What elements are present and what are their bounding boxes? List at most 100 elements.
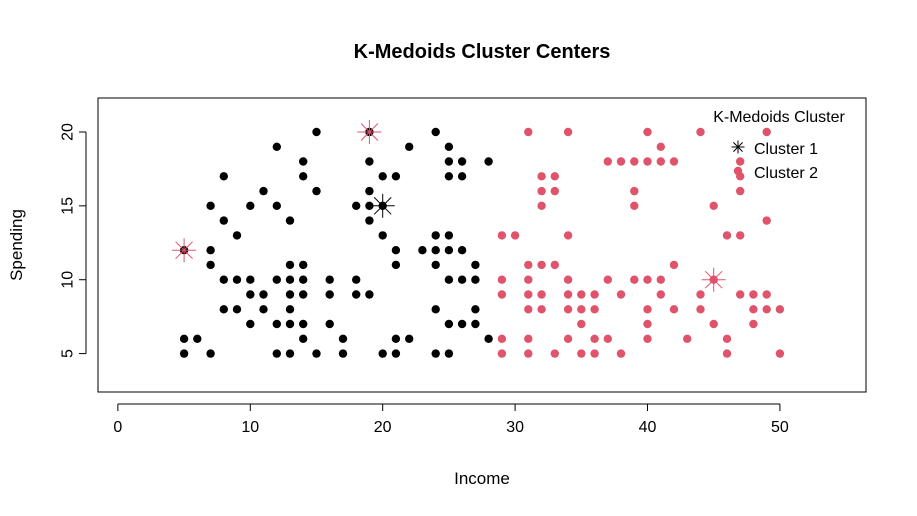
point-cluster-2 xyxy=(749,290,758,299)
point-cluster-2 xyxy=(616,290,626,299)
point-cluster-1 xyxy=(285,216,295,225)
point-cluster-1 xyxy=(444,231,454,240)
point-cluster-2 xyxy=(590,290,599,299)
point-cluster-1 xyxy=(219,172,228,181)
point-cluster-2 xyxy=(550,172,559,181)
point-cluster-1 xyxy=(378,172,387,181)
point-cluster-2 xyxy=(643,334,652,343)
legend-title: K-Medoids Cluster xyxy=(713,109,845,126)
point-cluster-1 xyxy=(431,260,440,270)
point-cluster-1 xyxy=(246,275,255,284)
point-cluster-2 xyxy=(497,334,507,343)
point-cluster-2 xyxy=(510,231,520,240)
point-cluster-1 xyxy=(246,290,255,299)
point-cluster-1 xyxy=(312,127,321,137)
x-tick-label: 30 xyxy=(506,419,524,436)
point-cluster-1 xyxy=(431,246,440,255)
point-cluster-1 xyxy=(259,186,268,196)
point-cluster-1 xyxy=(312,349,321,358)
chart-title: K-Medoids Cluster Centers xyxy=(354,41,611,63)
point-cluster-2 xyxy=(749,305,758,314)
medoids-layer xyxy=(172,120,726,292)
point-cluster-1 xyxy=(219,216,228,225)
point-cluster-1 xyxy=(193,334,202,343)
point-cluster-2 xyxy=(563,231,573,240)
point-cluster-1 xyxy=(285,275,295,284)
point-cluster-1 xyxy=(418,246,427,255)
point-cluster-1 xyxy=(365,290,374,299)
point-cluster-1 xyxy=(391,334,401,343)
point-cluster-2 xyxy=(524,290,533,299)
point-cluster-2 xyxy=(590,305,599,314)
y-axis-label: Spending xyxy=(7,209,26,281)
point-cluster-2 xyxy=(736,186,745,196)
point-cluster-1 xyxy=(338,334,348,343)
point-cluster-1 xyxy=(219,275,228,284)
point-cluster-1 xyxy=(352,201,361,210)
y-tick-label: 15 xyxy=(60,197,77,215)
point-cluster-1 xyxy=(285,349,295,358)
legend-symbol-cluster-2 xyxy=(733,166,743,176)
point-cluster-1 xyxy=(272,275,281,284)
point-cluster-2 xyxy=(563,275,573,284)
point-cluster-1 xyxy=(471,319,480,329)
point-cluster-2 xyxy=(616,349,626,358)
point-cluster-2 xyxy=(656,157,665,166)
point-cluster-1 xyxy=(299,172,308,181)
point-cluster-2 xyxy=(577,319,586,329)
point-cluster-2 xyxy=(616,157,626,166)
point-cluster-1 xyxy=(299,157,308,166)
point-cluster-1 xyxy=(272,319,281,329)
legend-asterisk-icon xyxy=(731,140,745,154)
legend-label-cluster-1: Cluster 1 xyxy=(754,141,818,158)
point-cluster-2 xyxy=(497,290,507,299)
point-cluster-1 xyxy=(206,201,215,210)
point-cluster-1 xyxy=(431,305,440,314)
point-cluster-2 xyxy=(563,334,573,343)
point-cluster-1 xyxy=(285,319,295,329)
point-cluster-1 xyxy=(471,275,480,284)
medoid-cluster-1 xyxy=(370,193,395,218)
axes-layer: 0 10 20 30 40 50 5 10 15 20 xyxy=(60,123,789,436)
point-cluster-1 xyxy=(431,127,440,137)
point-cluster-2 xyxy=(643,305,652,314)
point-cluster-2 xyxy=(643,275,652,284)
point-cluster-1 xyxy=(405,142,414,151)
point-cluster-1 xyxy=(444,142,454,151)
y-tick-label: 10 xyxy=(60,271,77,289)
point-cluster-2 xyxy=(497,275,507,284)
medoid-cluster-2 xyxy=(357,120,382,144)
point-cluster-1 xyxy=(299,319,308,329)
point-cluster-1 xyxy=(484,334,493,343)
point-cluster-2 xyxy=(524,127,533,137)
point-cluster-1 xyxy=(365,216,374,225)
point-cluster-2 xyxy=(762,216,771,225)
point-cluster-1 xyxy=(246,319,255,329)
point-cluster-2 xyxy=(537,172,546,181)
point-cluster-2 xyxy=(709,201,718,210)
point-cluster-1 xyxy=(285,260,295,270)
point-cluster-2 xyxy=(643,127,652,137)
point-cluster-1 xyxy=(219,305,228,314)
point-cluster-1 xyxy=(272,142,281,151)
point-cluster-1 xyxy=(457,172,467,181)
point-cluster-2 xyxy=(524,260,533,270)
point-cluster-2 xyxy=(577,349,586,358)
point-cluster-1 xyxy=(457,319,467,329)
point-cluster-1 xyxy=(338,349,348,358)
legend-label-cluster-2: Cluster 2 xyxy=(754,165,818,182)
point-cluster-2 xyxy=(563,290,573,299)
point-cluster-1 xyxy=(471,260,480,270)
point-cluster-2 xyxy=(590,349,599,358)
point-cluster-2 xyxy=(537,290,546,299)
point-cluster-1 xyxy=(431,231,440,240)
point-cluster-1 xyxy=(391,172,401,181)
point-cluster-2 xyxy=(709,319,718,329)
point-cluster-2 xyxy=(669,260,679,270)
point-cluster-2 xyxy=(550,186,559,196)
legend-symbol-cluster-1 xyxy=(731,140,745,154)
point-cluster-2 xyxy=(656,142,665,151)
plot-area xyxy=(97,97,867,393)
point-cluster-2 xyxy=(736,157,745,166)
